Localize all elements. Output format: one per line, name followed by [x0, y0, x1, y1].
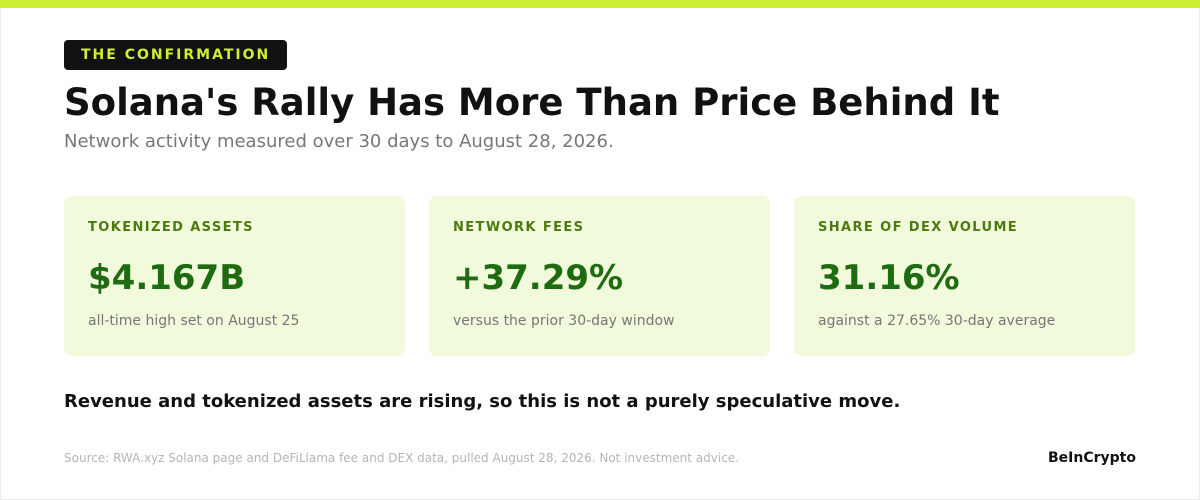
- accent-top-bar: [0, 0, 1200, 8]
- source-note: Source: RWA.xyz Solana page and DeFiLlam…: [64, 451, 739, 465]
- stat-card-value: 31.16%: [818, 258, 960, 298]
- stat-card-value: +37.29%: [453, 258, 624, 298]
- page-title: Solana's Rally Has More Than Price Behin…: [64, 81, 1000, 124]
- page-subtitle: Network activity measured over 30 days t…: [64, 131, 614, 152]
- stat-card-label: SHARE OF DEX VOLUME: [818, 220, 1019, 235]
- stat-card-note: versus the prior 30-day window: [453, 313, 675, 329]
- stat-card-note: against a 27.65% 30-day average: [818, 313, 1056, 329]
- stat-card-label: TOKENIZED ASSETS: [88, 220, 254, 235]
- stat-card-tokenized-assets: TOKENIZED ASSETS $4.167B all-time high s…: [64, 196, 405, 356]
- kicker-badge: THE CONFIRMATION: [64, 40, 288, 70]
- stat-card-label: NETWORK FEES: [453, 220, 585, 235]
- conclusion-statement: Revenue and tokenized assets are rising,…: [64, 391, 901, 412]
- stat-cards: TOKENIZED ASSETS $4.167B all-time high s…: [64, 196, 1135, 356]
- stat-card-note: all-time high set on August 25: [88, 313, 300, 329]
- stat-card-network-fees: NETWORK FEES +37.29% versus the prior 30…: [429, 196, 770, 356]
- stat-card-dex-volume-share: SHARE OF DEX VOLUME 31.16% against a 27.…: [794, 196, 1135, 356]
- brand-logo-text: BeInCrypto: [1048, 450, 1136, 466]
- stat-card-value: $4.167B: [88, 258, 246, 298]
